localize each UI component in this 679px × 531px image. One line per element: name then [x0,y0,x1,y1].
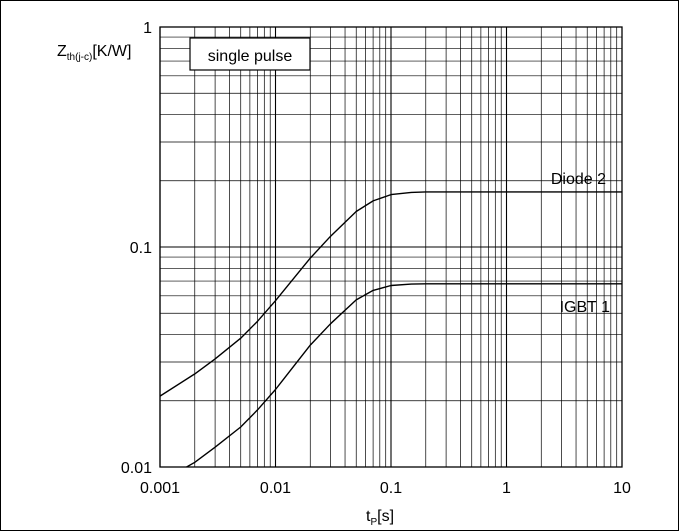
series-line-igbt [186,283,622,468]
x-axis-label-suffix: [s] [377,508,394,525]
y-axis-label-sub: th(j-c) [67,52,93,63]
x-axis-label: tP[s] [366,508,394,528]
x-tick-label: 0.001 [140,480,180,497]
x-tick-label: 0.1 [380,480,402,497]
y-tick-label: 1 [143,20,152,37]
y-tick-label: 0.01 [121,460,152,477]
series-layer [159,191,622,468]
y-axis-label-suffix: [K/W] [92,43,131,60]
y-axis-label: Zth(j-c)[K/W] [57,43,131,63]
x-axis-label-main: t [366,508,371,525]
single-pulse-annotation: single pulse [189,37,311,71]
y-tick-label: 0.1 [130,240,152,257]
x-tick-label: 0.01 [260,480,291,497]
plot-area [159,26,623,468]
tick-labels: 0.001 0.01 0.1 1 10 0.01 0.1 1 [121,20,631,497]
series-label-diode: Diode 2 [551,171,606,188]
x-tick-label: 1 [502,480,511,497]
y-axis-label-main: Z [57,43,67,60]
x-tick-label: 10 [613,480,631,497]
series-label-igbt: IGBT 1 [560,299,610,316]
series-line-diode [159,191,622,397]
x-axis-label-sub: P [370,517,377,528]
annotation-text: single pulse [208,48,293,65]
